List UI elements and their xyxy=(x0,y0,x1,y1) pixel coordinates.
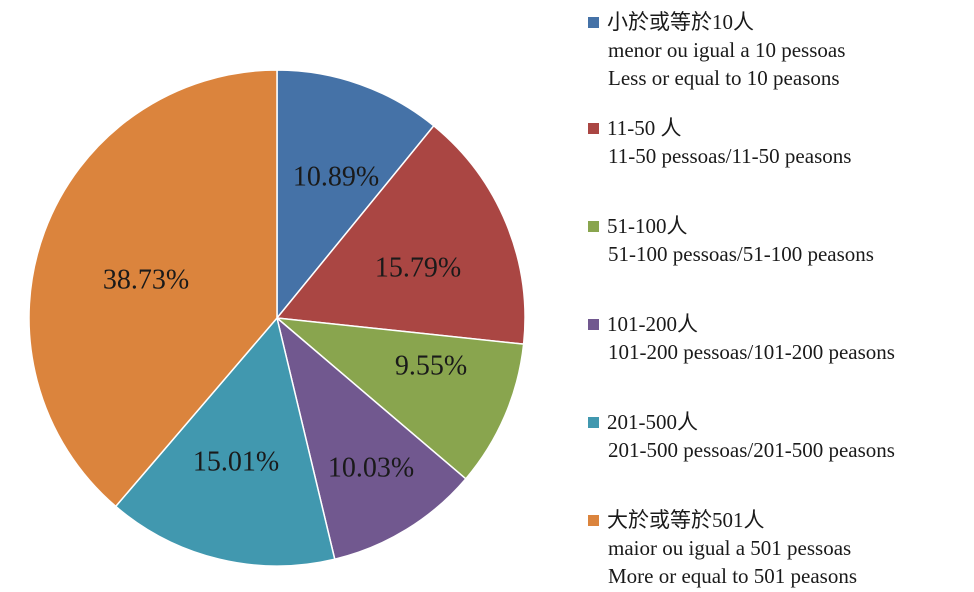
legend-sublabel: 51-100 pessoas/51-100 peasons xyxy=(588,240,974,268)
legend-entry-4: 101-200人 101-200 pessoas/101-200 peasons xyxy=(588,310,974,366)
legend-label: 101-200人 xyxy=(588,310,974,338)
pie-slice-1 xyxy=(276,69,435,319)
legend-text: 201-500 pessoas/201-500 peasons xyxy=(608,438,895,462)
legend-sublabel: menor ou igual a 10 pessoas xyxy=(588,36,974,64)
legend-sublabel: 101-200 pessoas/101-200 peasons xyxy=(588,338,974,366)
legend-text: More or equal to 501 peasons xyxy=(608,564,858,588)
legend-entry-5: 201-500人 201-500 pessoas/201-500 peasons xyxy=(588,408,974,464)
legend-swatch xyxy=(588,17,599,28)
legend-swatch xyxy=(588,319,599,330)
pie-slice-5 xyxy=(114,317,336,567)
legend-entry-3: 51-100人 51-100 pessoas/51-100 peasons xyxy=(588,212,974,268)
legend-swatch xyxy=(588,417,599,428)
legend-text: 11-50 pessoas/11-50 peasons xyxy=(608,144,852,168)
legend-label: 201-500人 xyxy=(588,408,974,436)
legend-sublabel: Less or equal to 10 peasons xyxy=(588,64,974,92)
pie-slice-3 xyxy=(276,317,525,480)
legend-text: menor ou igual a 10 pessoas xyxy=(608,38,846,62)
legend-text: 大於或等於501人 xyxy=(607,508,765,532)
slice-label-1: 10.89% xyxy=(293,162,379,193)
legend-label: 51-100人 xyxy=(588,212,974,240)
legend-text: maior ou igual a 501 pessoas xyxy=(608,536,852,560)
legend-sublabel: 11-50 pessoas/11-50 peasons xyxy=(588,142,974,170)
legend-sublabel: maior ou igual a 501 pessoas xyxy=(588,534,974,562)
legend-text: 101-200 pessoas/101-200 peasons xyxy=(608,340,895,364)
pie-slice-6 xyxy=(28,69,278,508)
legend-entry-6: 大於或等於501人 maior ou igual a 501 pessoas Mor… xyxy=(588,506,974,590)
pie-chart: 10.89% 15.79% 9.55% 10.03% 15.01% 38.73% xyxy=(28,69,526,567)
legend-entry-1: 小於或等於10人 menor ou igual a 10 pessoas Less … xyxy=(588,8,974,92)
legend-swatch xyxy=(588,221,599,232)
legend-sublabel: 201-500 pessoas/201-500 peasons xyxy=(588,436,974,464)
legend-text: 11-50 人 xyxy=(607,116,682,140)
legend-sublabel: More or equal to 501 peasons xyxy=(588,562,974,590)
legend-label: 11-50 人 xyxy=(588,114,974,142)
legend-text: 101-200人 xyxy=(607,312,698,336)
legend-swatch xyxy=(588,515,599,526)
slice-label-5: 15.01% xyxy=(193,447,279,478)
legend-text: 小於或等於10人 xyxy=(607,10,754,34)
slice-label-3: 9.55% xyxy=(395,351,467,382)
slice-label-2: 15.79% xyxy=(375,253,461,284)
legend-label: 大於或等於501人 xyxy=(588,506,974,534)
legend-swatch xyxy=(588,123,599,134)
pie-slice-2 xyxy=(276,125,526,345)
legend-text: Less or equal to 10 peasons xyxy=(608,66,840,90)
legend-label: 小於或等於10人 xyxy=(588,8,974,36)
legend-text: 51-100 pessoas/51-100 peasons xyxy=(608,242,874,266)
pie-slices xyxy=(28,69,526,567)
legend-text: 201-500人 xyxy=(607,410,698,434)
pie-slice-labels: 10.89% 15.79% 9.55% 10.03% 15.01% 38.73% xyxy=(103,162,467,484)
legend-text: 51-100人 xyxy=(607,214,688,238)
legend-entry-2: 11-50 人 11-50 pessoas/11-50 peasons xyxy=(588,114,974,170)
slice-label-6: 38.73% xyxy=(103,265,189,296)
pie-slice-4 xyxy=(276,317,467,560)
slice-label-4: 10.03% xyxy=(328,453,414,484)
